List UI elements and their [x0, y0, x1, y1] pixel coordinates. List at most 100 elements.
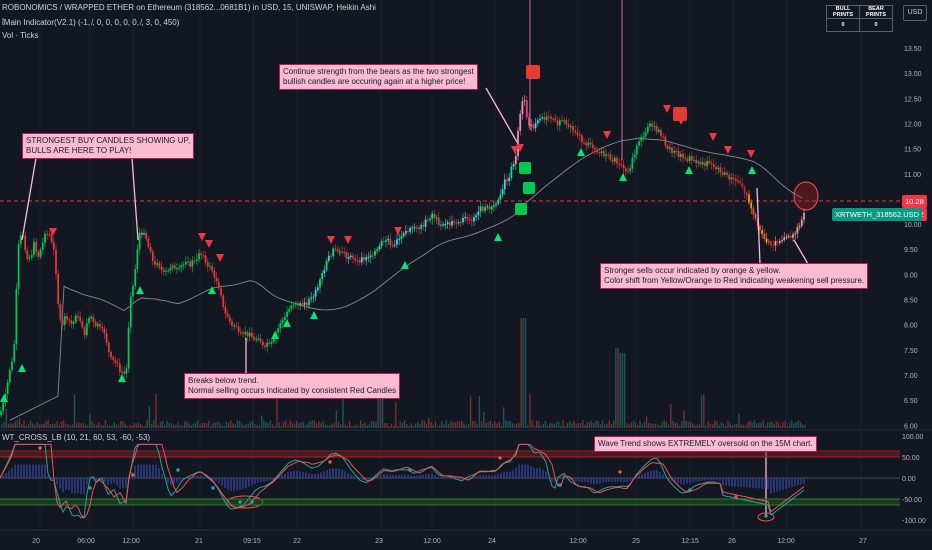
wt-hist-bar: [761, 478, 763, 489]
candle-body: [556, 120, 559, 126]
volume-bar: [469, 396, 472, 428]
volume-bar: [494, 421, 496, 428]
candle-body: [268, 342, 271, 344]
candle-body: [523, 100, 526, 102]
wt-hist-bar: [8, 470, 10, 479]
price-axis-label: 8.00: [904, 323, 918, 330]
wt-hist-bar: [725, 478, 727, 486]
volume-bar: [621, 353, 624, 428]
volume-bar: [630, 422, 632, 428]
candle-body: [794, 233, 797, 235]
volume-bar: [67, 424, 69, 428]
volume-bar: [192, 423, 195, 428]
volume-bar: [139, 423, 142, 428]
candle-body: [332, 248, 335, 257]
volume-bar: [307, 423, 309, 428]
candle-body: [499, 194, 502, 200]
wt-hist-bar: [482, 475, 484, 479]
candle-body: [319, 279, 321, 288]
wt-hist-bar: [467, 477, 469, 479]
wt-hist-bar: [335, 468, 337, 479]
volume-bar: [256, 425, 258, 428]
price-axis-label: 6.50: [904, 398, 918, 405]
volume-bar: [348, 420, 351, 428]
candle-body: [745, 193, 748, 195]
candle-body: [189, 261, 192, 267]
candle-body: [79, 316, 82, 321]
candle-body: [484, 207, 486, 211]
indicator-legend[interactable]: ἵMain Indicator(V2.1) (-1, ̸, 0, 0, 0, 0…: [2, 18, 180, 27]
candle-body: [785, 236, 788, 238]
candle-body: [176, 268, 178, 270]
candle-body: [376, 249, 379, 252]
candle-body: [204, 255, 207, 263]
candle-body: [202, 255, 205, 257]
wt-hist-bar: [635, 476, 637, 479]
volume-bar: [634, 422, 637, 428]
wt-hist-bar: [401, 474, 403, 479]
wt-hist-bar: [320, 472, 322, 479]
wt-hist-bar: [764, 478, 766, 489]
candle-body: [569, 125, 572, 128]
volume-bar: [410, 423, 412, 428]
wt-hist-bar: [179, 478, 181, 481]
oscillator-legend[interactable]: WT_CROSS_LB (10, 21, 60, 53, -60, -53): [2, 433, 151, 442]
volume-bar: [126, 425, 129, 428]
candle-body: [253, 336, 255, 340]
candle-body: [792, 234, 794, 238]
time-axis-label: 12:00: [777, 538, 795, 545]
candle-body: [763, 233, 766, 239]
candle-body: [28, 257, 31, 259]
candle-body: [739, 181, 742, 184]
wt-hist-bar: [257, 478, 259, 483]
wt-cross-dot: [764, 514, 768, 518]
wt-hist-bar: [161, 473, 163, 479]
candle-body: [242, 333, 244, 335]
candle-body: [699, 161, 702, 165]
wt-hist-bar: [0, 478, 1, 479]
volume-bar: [540, 425, 542, 428]
volume-bar: [258, 425, 261, 428]
price-axis-label: 12.50: [904, 96, 922, 103]
currency-button[interactable]: USD: [903, 5, 927, 21]
candle-body: [110, 351, 112, 358]
oscillator-axis[interactable]: 100.00 50.00 0.00 -50.00 -100.00: [902, 434, 926, 525]
volume-bar: [76, 422, 78, 428]
candle-body: [510, 166, 513, 178]
candle-body: [191, 260, 194, 267]
wt-hist-bar: [125, 478, 127, 488]
time-axis[interactable]: 20 06:00 12:00 21 09:15 22 23 12:00 24 12:00 25 12:…: [32, 538, 867, 545]
volume-bar: [674, 422, 676, 428]
candle-body: [352, 255, 354, 259]
candle-body: [774, 241, 777, 246]
candle-body: [684, 157, 687, 159]
candle-body: [301, 303, 304, 305]
chart-title[interactable]: ROBONOMICS / WRAPPED ETHER on Ethereum (…: [2, 3, 376, 12]
candle-body: [365, 257, 368, 261]
volume-bar: [401, 422, 404, 428]
volume-bar: [47, 420, 49, 428]
volume-bar: [714, 420, 716, 428]
volume-bar: [219, 423, 221, 428]
candle-body: [455, 222, 458, 224]
volume-bar: [720, 422, 723, 428]
volume-bar: [260, 415, 263, 428]
wt-hist-bar: [440, 477, 442, 479]
wt-hist-bar: [290, 471, 292, 479]
volume-bar: [718, 424, 720, 428]
candle-body: [24, 235, 27, 251]
volume-bar: [571, 422, 573, 428]
volume-bar: [333, 423, 335, 428]
price-axis[interactable]: 13.5013.0012.5012.0011.5011.0010.5010.00…: [904, 46, 922, 430]
wave-trend-oscillator[interactable]: [0, 443, 900, 519]
candle-body: [435, 217, 438, 219]
volume-bar: [100, 425, 102, 428]
volume-bar: [551, 423, 553, 428]
wt-hist-bar: [224, 478, 226, 489]
volume-bar: [49, 423, 52, 428]
volume-legend[interactable]: Vol · Ticks: [2, 31, 39, 40]
volume-bar: [619, 353, 621, 428]
volume-bar: [500, 425, 503, 428]
candle-body: [420, 224, 423, 230]
candle-body: [688, 156, 691, 162]
